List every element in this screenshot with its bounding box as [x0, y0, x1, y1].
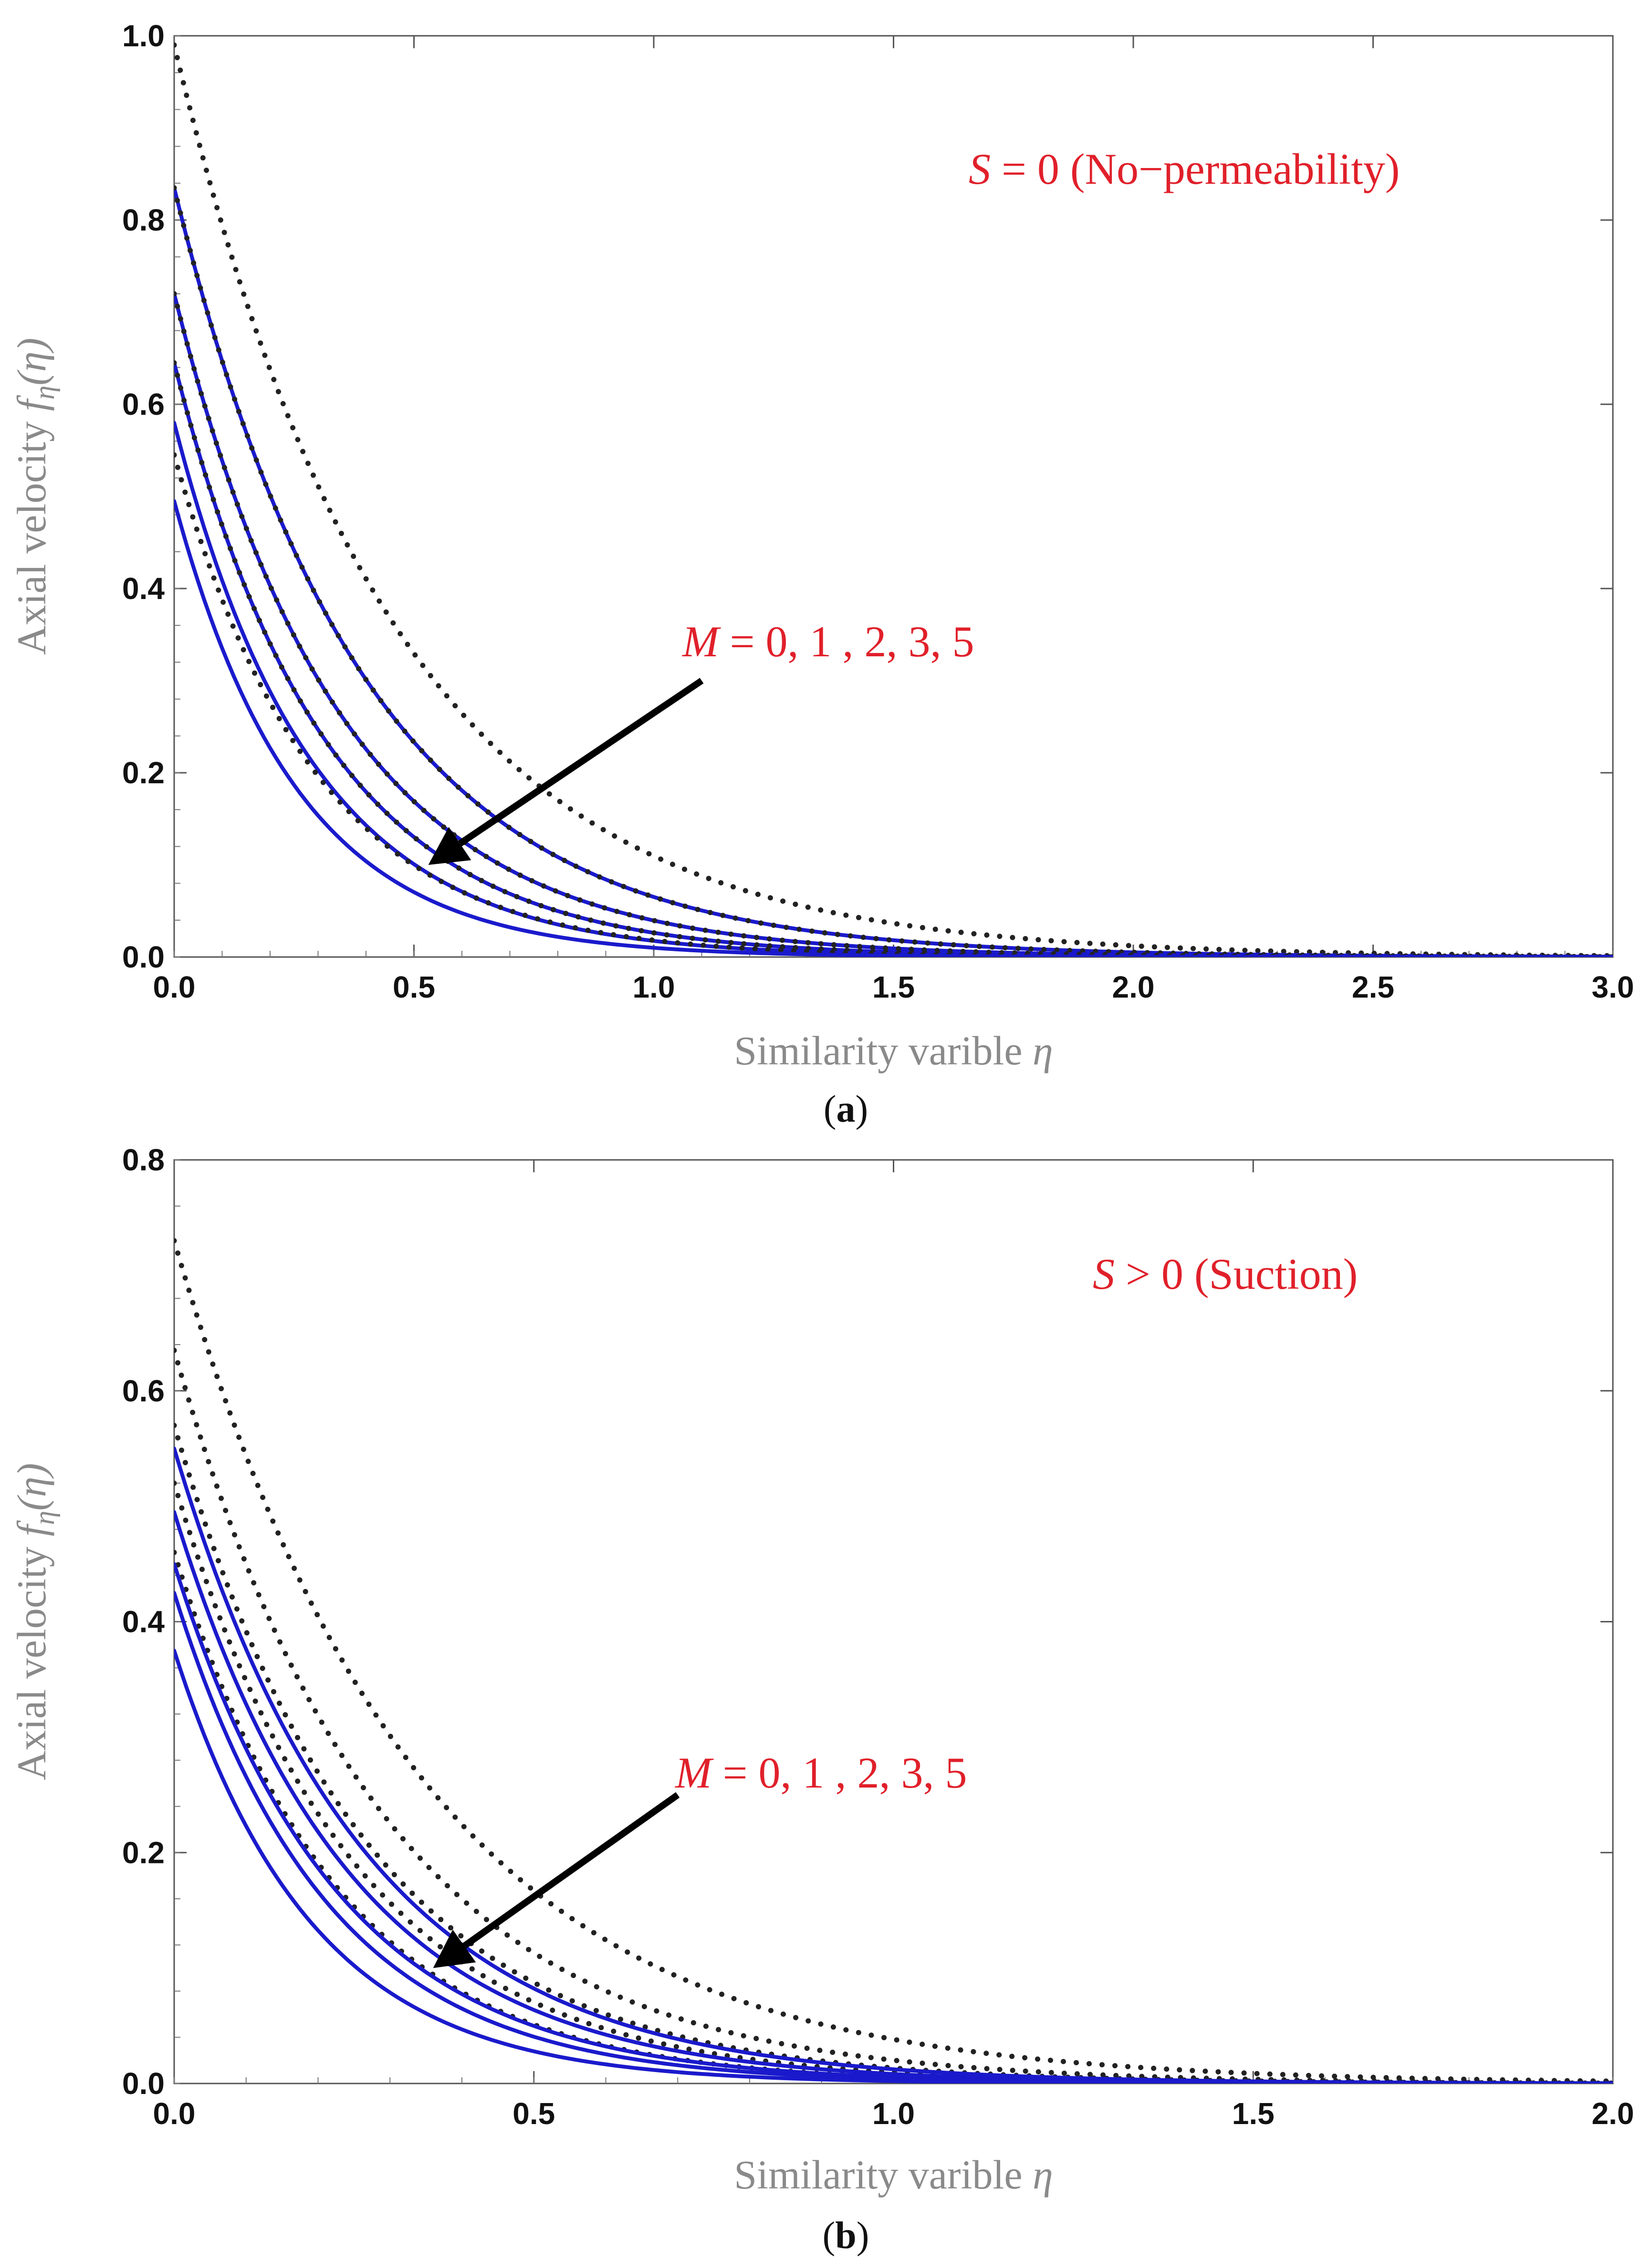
- series-line-m-2-dotted: [174, 1422, 1613, 2083]
- annotation-m-values: M = 0, 1 , 2, 3, 5: [674, 1748, 967, 1797]
- y-tick-label: 0.0: [122, 2066, 165, 2101]
- panel-a: 0.0 0.5 1.0 1.5 2.0 2.5 3.0 0.0 0.2 0.4 0.6 0.8 1.0 S…: [9, 19, 1634, 1130]
- x-axis-title: Similarity varible η: [734, 2152, 1053, 2198]
- x-tick-label: 0.0: [153, 970, 196, 1004]
- panel-caption: (b): [823, 2215, 869, 2257]
- x-axis-title: Similarity varible η: [734, 1028, 1053, 1073]
- y-tick-label: 0.2: [122, 756, 165, 790]
- series-line-m-1-dotted: [174, 185, 1613, 957]
- y-tick-label: 0.4: [122, 1605, 165, 1639]
- y-tick-label: 0.4: [122, 571, 165, 606]
- series-group: [174, 42, 1613, 957]
- y-axis-title: Axial velocity fη(η): [9, 338, 60, 655]
- series-line-m-2-dotted: [174, 291, 1613, 957]
- series-line-m-5: [174, 499, 1613, 957]
- x-tick-label: 1.0: [872, 2096, 915, 2131]
- y-tick-label: 1.0: [122, 19, 165, 53]
- y-tick-label: 0.6: [122, 1374, 165, 1408]
- y-tick-label: 0.8: [122, 203, 165, 237]
- x-tick-label: 1.5: [1232, 2096, 1275, 2131]
- x-tick-label: 1.5: [872, 970, 915, 1004]
- arrow-shaft: [462, 1792, 680, 1949]
- y-tick-label: 0.2: [122, 1835, 165, 1870]
- panel-b: 0.0 0.5 1.0 1.5 2.0 0.0 0.2 0.4 0.6 0.8 S > 0 (Suc…: [9, 1143, 1634, 2257]
- arrow-head: [428, 827, 471, 865]
- x-tick-label: 2.5: [1352, 970, 1394, 1004]
- y-tick-label: 0.6: [122, 387, 165, 421]
- x-tick-label: 2.0: [1112, 970, 1155, 1004]
- arrow-shaft: [458, 678, 704, 847]
- series-line-m-0-dotted: [174, 42, 1613, 957]
- x-tick-label: 2.0: [1592, 2096, 1634, 2131]
- series-line-m-0-dotted: [174, 1238, 1613, 2083]
- y-axis-title: Axial velocity fη(η): [9, 1463, 60, 1780]
- annotation-condition: S > 0 (Suction): [1093, 1250, 1358, 1298]
- x-tick-label: 3.0: [1592, 970, 1634, 1004]
- annotation-condition: S = 0 (No−permeability): [969, 145, 1400, 193]
- series-line-m-5: [174, 1649, 1613, 2083]
- y-tick-label: 0.8: [122, 1143, 165, 1177]
- y-tick-label: 0.0: [122, 940, 165, 974]
- panel-caption: (a): [824, 1088, 868, 1130]
- x-tick-label: 1.0: [633, 970, 675, 1004]
- x-tick-label: 0.5: [512, 2096, 555, 2131]
- arrow-head: [433, 1929, 476, 1968]
- x-tick-label: 0.0: [153, 2096, 196, 2131]
- x-tick-label: 0.5: [393, 970, 435, 1004]
- series-group: [174, 1238, 1613, 2083]
- annotation-m-values: M = 0, 1 , 2, 3, 5: [681, 617, 974, 666]
